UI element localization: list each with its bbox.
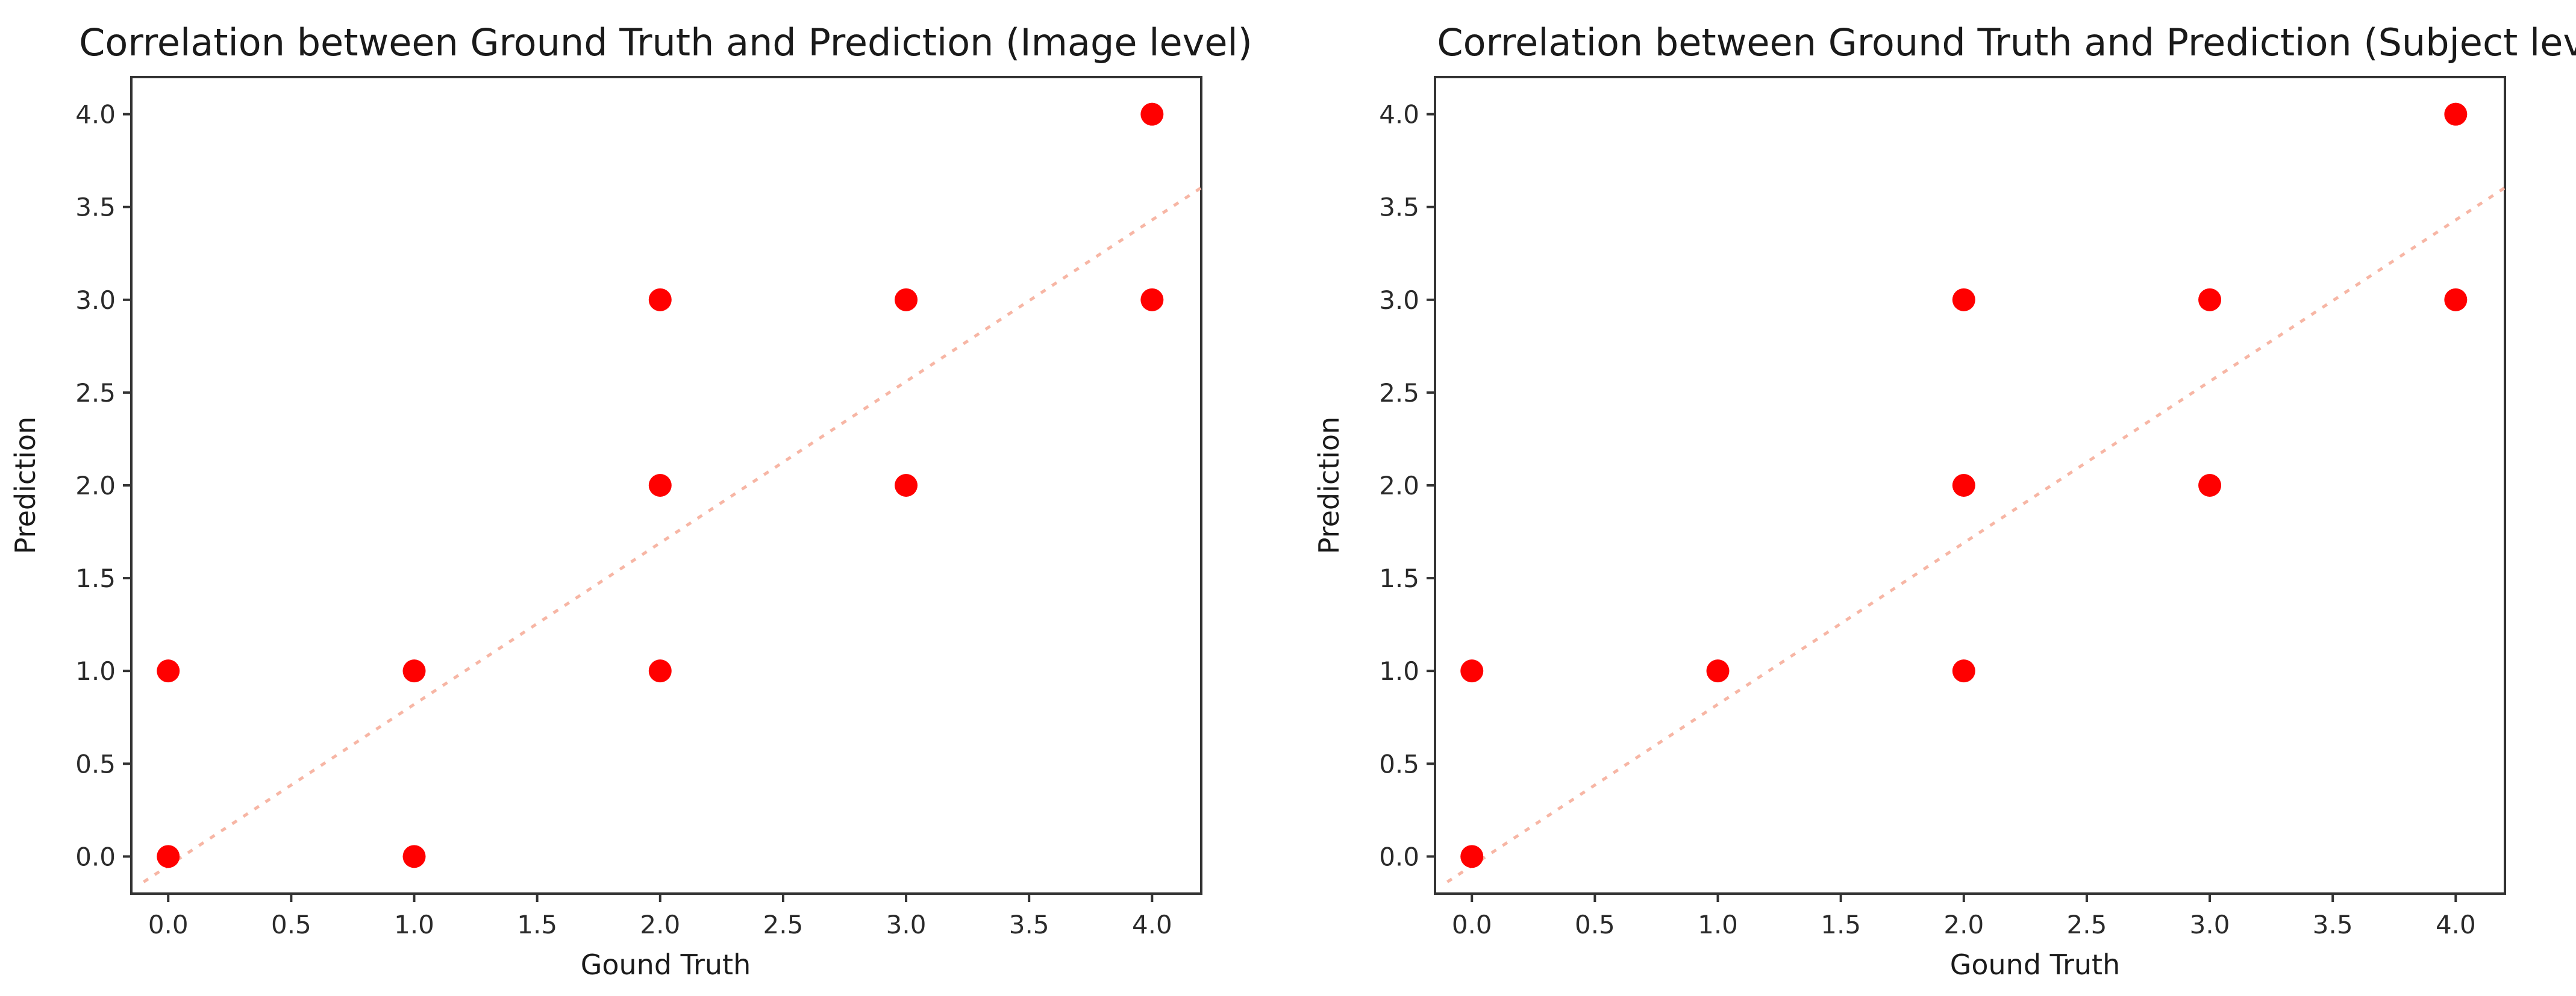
y-tick-label: 4.0	[1379, 100, 1419, 129]
trendline-layer	[1446, 186, 2506, 883]
data-point	[1952, 659, 1975, 683]
data-point	[157, 845, 180, 868]
x-tick-label: 1.0	[1698, 910, 1738, 939]
y-axis-label: Prediction	[9, 417, 42, 555]
y-ticks: 0.0 0.5 1.0 1.5 2.0 2.5 3.0 3.5 4.0	[75, 100, 131, 871]
x-tick-label: 0.5	[271, 910, 311, 939]
y-tick-label: 0.5	[75, 749, 116, 779]
y-tick-label: 0.0	[1379, 842, 1419, 871]
x-tick-label: 0.0	[148, 910, 189, 939]
chart-image-level: Correlation between Ground Truth and Pre…	[9, 20, 1252, 981]
data-point	[648, 659, 672, 683]
chart-title: Correlation between Ground Truth and Pre…	[1437, 20, 2576, 64]
y-tick-label: 2.5	[75, 378, 116, 408]
data-point	[1460, 659, 1484, 683]
data-point	[2198, 474, 2222, 497]
data-point	[402, 845, 426, 868]
data-point	[2444, 288, 2468, 311]
data-point	[648, 288, 672, 311]
data-point	[2444, 102, 2468, 126]
x-tick-label: 4.0	[1132, 910, 1172, 939]
data-point	[1140, 288, 1164, 311]
x-tick-label: 3.5	[2313, 910, 2353, 939]
y-tick-label: 1.5	[1379, 564, 1419, 593]
y-tick-label: 3.0	[75, 285, 116, 315]
x-tick-label: 3.0	[2190, 910, 2230, 939]
x-tick-label: 2.5	[763, 910, 804, 939]
x-tick-label: 1.5	[517, 910, 557, 939]
data-point	[1952, 288, 1975, 311]
trendline-layer	[143, 186, 1202, 883]
x-tick-label: 1.5	[1821, 910, 1861, 939]
x-ticks: 0.0 0.5 1.0 1.5 2.0 2.5 3.0 3.5 4.0	[148, 894, 1172, 939]
x-tick-label: 0.5	[1575, 910, 1615, 939]
trend-line	[1446, 186, 2506, 883]
x-axis-label: Gound Truth	[581, 948, 751, 981]
y-axis-label: Prediction	[1313, 417, 1345, 555]
x-tick-label: 0.0	[1452, 910, 1492, 939]
trend-line	[143, 186, 1202, 883]
data-point	[1460, 845, 1484, 868]
x-tick-label: 3.5	[1009, 910, 1049, 939]
points-layer	[1460, 102, 2468, 868]
y-tick-label: 3.0	[1379, 285, 1419, 315]
y-tick-label: 1.5	[75, 564, 116, 593]
data-point	[1706, 659, 1730, 683]
data-point	[402, 659, 426, 683]
chart-subject-level: Correlation between Ground Truth and Pre…	[1313, 20, 2576, 981]
y-ticks: 0.0 0.5 1.0 1.5 2.0 2.5 3.0 3.5 4.0	[1379, 100, 1435, 871]
x-ticks: 0.0 0.5 1.0 1.5 2.0 2.5 3.0 3.5 4.0	[1452, 894, 2476, 939]
y-tick-label: 2.5	[1379, 378, 1419, 408]
x-tick-label: 2.0	[640, 910, 680, 939]
y-tick-label: 3.5	[1379, 193, 1419, 222]
x-axis-label: Gound Truth	[1950, 948, 2121, 981]
data-point	[1140, 102, 1164, 126]
y-tick-label: 0.5	[1379, 749, 1419, 779]
points-layer	[157, 102, 1164, 868]
data-point	[895, 288, 918, 311]
x-tick-label: 1.0	[394, 910, 434, 939]
y-tick-label: 3.5	[75, 193, 116, 222]
y-tick-label: 2.0	[1379, 471, 1419, 500]
chart-title: Correlation between Ground Truth and Pre…	[79, 20, 1252, 64]
y-tick-label: 2.0	[75, 471, 116, 500]
y-tick-label: 0.0	[75, 842, 116, 871]
y-tick-label: 1.0	[75, 656, 116, 686]
data-point	[895, 474, 918, 497]
data-point	[648, 474, 672, 497]
y-tick-label: 4.0	[75, 100, 116, 129]
data-point	[1952, 474, 1975, 497]
x-tick-label: 4.0	[2436, 910, 2476, 939]
x-tick-label: 2.0	[1943, 910, 1984, 939]
data-point	[2198, 288, 2222, 311]
data-point	[157, 659, 180, 683]
x-tick-label: 3.0	[886, 910, 927, 939]
y-tick-label: 1.0	[1379, 656, 1419, 686]
x-tick-label: 2.5	[2067, 910, 2107, 939]
